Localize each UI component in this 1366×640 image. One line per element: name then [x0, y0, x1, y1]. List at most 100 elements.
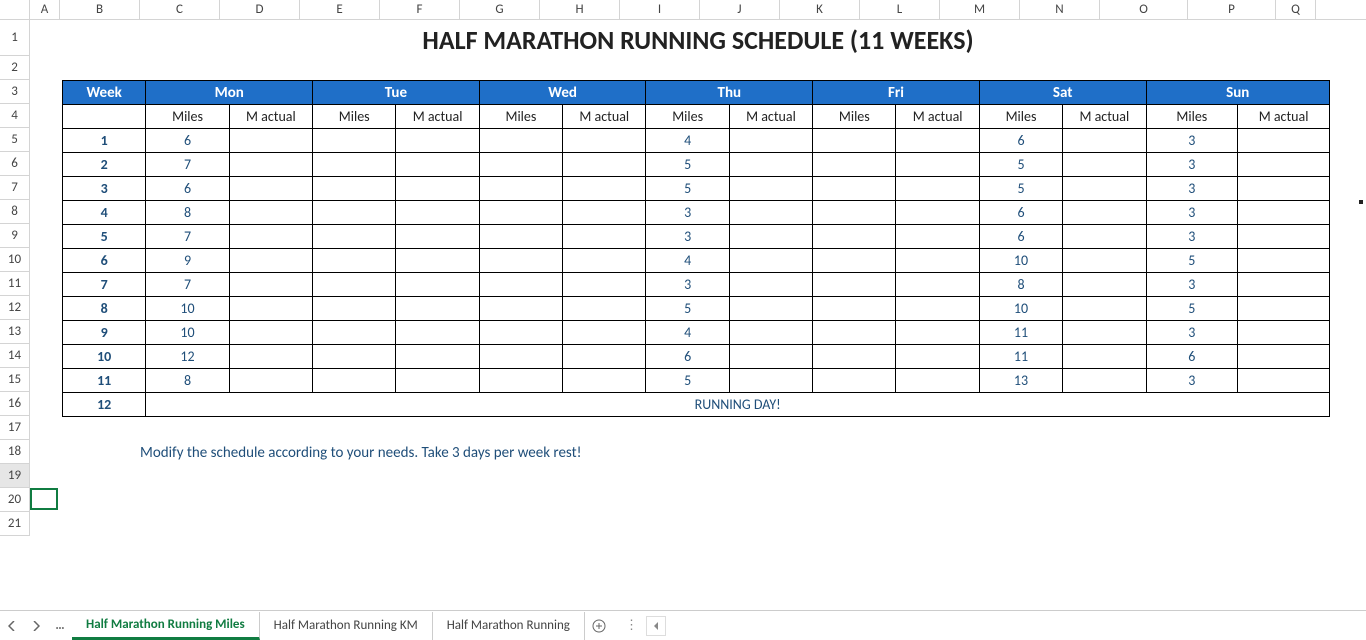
tue-miles[interactable]	[313, 297, 396, 321]
tue-actual[interactable]	[396, 153, 479, 177]
mon-actual[interactable]	[229, 297, 312, 321]
mon-miles[interactable]: 6	[146, 129, 229, 153]
thu-miles[interactable]: 4	[646, 249, 729, 273]
row-header[interactable]: 12	[0, 296, 30, 320]
mon-actual[interactable]	[229, 369, 312, 393]
wed-actual[interactable]	[563, 129, 646, 153]
thu-actual[interactable]	[729, 153, 812, 177]
mon-miles[interactable]: 7	[146, 225, 229, 249]
sat-actual[interactable]	[1063, 129, 1146, 153]
fri-miles[interactable]	[813, 129, 896, 153]
sun-miles[interactable]: 3	[1146, 369, 1238, 393]
tue-miles[interactable]	[313, 153, 396, 177]
thu-miles[interactable]: 4	[646, 321, 729, 345]
tue-miles[interactable]	[313, 273, 396, 297]
sun-miles[interactable]: 5	[1146, 249, 1238, 273]
row-header[interactable]: 5	[0, 128, 30, 152]
fri-actual[interactable]	[896, 249, 979, 273]
sun-miles[interactable]: 5	[1146, 297, 1238, 321]
wed-actual[interactable]	[563, 369, 646, 393]
col-header[interactable]: J	[700, 0, 780, 19]
sat-miles[interactable]: 8	[979, 273, 1062, 297]
sat-actual[interactable]	[1063, 321, 1146, 345]
col-header[interactable]: M	[940, 0, 1020, 19]
sat-miles[interactable]: 10	[979, 297, 1062, 321]
sat-actual[interactable]	[1063, 177, 1146, 201]
row-header[interactable]: 4	[0, 104, 30, 128]
week-number[interactable]: 4	[63, 201, 146, 225]
thu-actual[interactable]	[729, 225, 812, 249]
col-header[interactable]: I	[620, 0, 700, 19]
row-header[interactable]: 11	[0, 272, 30, 296]
week-number[interactable]: 5	[63, 225, 146, 249]
tue-actual[interactable]	[396, 273, 479, 297]
sat-actual[interactable]	[1063, 201, 1146, 225]
mon-actual[interactable]	[229, 321, 312, 345]
col-header[interactable]: P	[1188, 0, 1276, 19]
fri-actual[interactable]	[896, 297, 979, 321]
sun-actual[interactable]	[1238, 249, 1330, 273]
tue-actual[interactable]	[396, 201, 479, 225]
row-header[interactable]: 7	[0, 176, 30, 200]
row-header[interactable]: 13	[0, 320, 30, 344]
wed-miles[interactable]	[479, 201, 562, 225]
thu-miles[interactable]: 5	[646, 153, 729, 177]
sun-actual[interactable]	[1238, 369, 1330, 393]
fri-miles[interactable]	[813, 369, 896, 393]
col-header[interactable]: A	[30, 0, 60, 19]
sun-miles[interactable]: 3	[1146, 153, 1238, 177]
fri-actual[interactable]	[896, 153, 979, 177]
thu-actual[interactable]	[729, 345, 812, 369]
wed-actual[interactable]	[563, 297, 646, 321]
tue-actual[interactable]	[396, 249, 479, 273]
tue-actual[interactable]	[396, 345, 479, 369]
sat-actual[interactable]	[1063, 249, 1146, 273]
sun-actual[interactable]	[1238, 201, 1330, 225]
thu-actual[interactable]	[729, 273, 812, 297]
tue-miles[interactable]	[313, 321, 396, 345]
wed-actual[interactable]	[563, 153, 646, 177]
sun-actual[interactable]	[1238, 321, 1330, 345]
wed-miles[interactable]	[479, 177, 562, 201]
tue-miles[interactable]	[313, 225, 396, 249]
wed-miles[interactable]	[479, 249, 562, 273]
add-sheet-button[interactable]	[585, 612, 613, 640]
sun-miles[interactable]: 3	[1146, 273, 1238, 297]
fri-miles[interactable]	[813, 273, 896, 297]
fri-miles[interactable]	[813, 225, 896, 249]
sat-miles[interactable]: 10	[979, 249, 1062, 273]
drag-handle-icon[interactable]: ⋮	[625, 618, 640, 633]
col-header[interactable]: K	[780, 0, 860, 19]
wed-miles[interactable]	[479, 345, 562, 369]
fri-actual[interactable]	[896, 369, 979, 393]
row-header[interactable]: 17	[0, 416, 30, 440]
sun-actual[interactable]	[1238, 273, 1330, 297]
mon-actual[interactable]	[229, 153, 312, 177]
mon-miles[interactable]: 8	[146, 369, 229, 393]
col-header[interactable]: O	[1100, 0, 1188, 19]
tue-actual[interactable]	[396, 225, 479, 249]
thu-miles[interactable]: 5	[646, 297, 729, 321]
tue-miles[interactable]	[313, 201, 396, 225]
week-number[interactable]: 1	[63, 129, 146, 153]
thu-actual[interactable]	[729, 369, 812, 393]
sun-miles[interactable]: 3	[1146, 225, 1238, 249]
sheet-tab-active[interactable]: Half Marathon Running Miles	[72, 612, 260, 640]
sat-miles[interactable]: 11	[979, 345, 1062, 369]
fri-miles[interactable]	[813, 201, 896, 225]
sun-miles[interactable]: 3	[1146, 177, 1238, 201]
tab-nav-next[interactable]	[24, 612, 48, 640]
thu-miles[interactable]: 6	[646, 345, 729, 369]
sat-actual[interactable]	[1063, 369, 1146, 393]
mon-miles[interactable]: 12	[146, 345, 229, 369]
row-header[interactable]: 20	[0, 488, 30, 512]
sat-actual[interactable]	[1063, 297, 1146, 321]
col-header[interactable]: E	[300, 0, 380, 19]
sun-miles[interactable]: 3	[1146, 201, 1238, 225]
row-header[interactable]: 2	[0, 56, 30, 80]
wed-miles[interactable]	[479, 369, 562, 393]
wed-actual[interactable]	[563, 201, 646, 225]
week-number[interactable]: 2	[63, 153, 146, 177]
sun-actual[interactable]	[1238, 153, 1330, 177]
week-number[interactable]: 8	[63, 297, 146, 321]
